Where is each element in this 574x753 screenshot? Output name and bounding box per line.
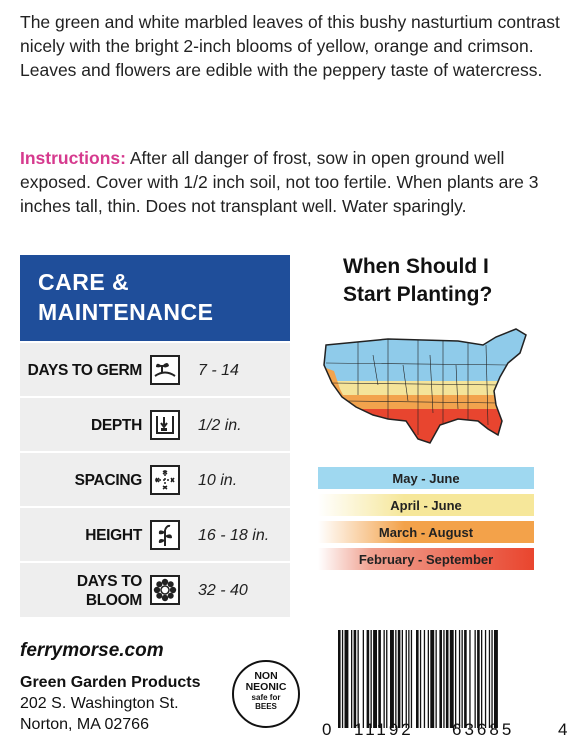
barcode-bar [481,630,482,728]
barcode-bar [351,630,352,728]
depth-icon [150,410,180,440]
care-value: 32 - 40 [198,563,248,618]
barcode-bar [354,630,357,728]
barcode-bar [358,630,359,728]
barcode-digits: 0 11192 63685 4 [322,720,572,742]
instructions-label: Instructions: [20,148,126,168]
barcode-bar [373,630,377,728]
care-value: 10 in. [198,453,237,508]
barcode-bar [424,630,425,728]
barcode-bar [459,630,460,728]
plant-height-icon [150,520,180,550]
barcode-bar [406,630,407,728]
barcode-bar [469,630,470,728]
care-label: DEPTH [91,398,142,453]
zone-february-september: February - September [318,548,534,570]
barcode-bar [491,630,492,728]
care-label: SPACING [75,453,142,508]
care-row-spacing: SPACING 10 in. [20,451,290,506]
care-label: HEIGHT [85,508,142,563]
barcode-bar [386,630,387,728]
street-address: 202 S. Washington St. [20,693,201,714]
barcode-bar [363,630,364,728]
barcode-bar [384,630,385,728]
city-state-zip: Norton, MA 02766 [20,714,201,735]
barcode-bar [398,630,401,728]
care-row-days-to-bloom: DAYS TO BLOOM 32 - 40 [20,561,290,617]
flower-icon [150,575,180,605]
care-value: 16 - 18 in. [198,508,269,563]
badge-line2: NEONIC [234,682,298,693]
barcode-bar [462,630,463,728]
barcode-group2: 63685 [452,720,514,740]
barcode-bar [485,630,486,728]
barcode-group1: 11192 [354,720,414,740]
barcode-bar [395,630,396,728]
barcode-bar [443,630,444,728]
badge-line4: BEES [234,702,298,711]
care-row-height: HEIGHT 16 - 18 in. [20,506,290,561]
instructions: Instructions: After all danger of frost,… [20,146,560,218]
barcode-bar [477,630,480,728]
care-label: DAYS TO GERM [28,343,142,398]
zone-march-august: March - August [318,521,534,543]
planting-title-line1: When Should I [343,253,543,281]
address-block: Green Garden Products 202 S. Washington … [20,672,201,735]
barcode-bar [345,630,349,728]
care-header: CARE & MAINTENANCE [20,255,290,341]
barcode-bar [494,630,498,728]
barcode-bar [416,630,419,728]
care-title-line1: CARE & [38,267,290,297]
barcode-bar [475,630,476,728]
zone-april-june: April - June [318,494,534,516]
barcode-bar [338,630,341,728]
company-name: Green Garden Products [20,672,201,693]
barcode-bar [420,630,421,728]
care-label-line1: DAYS TO [77,572,142,591]
non-neonic-badge: NON NEONIC safe for BEES [232,660,300,728]
barcode-bar [446,630,449,728]
care-value: 7 - 14 [198,343,239,398]
care-row-days-to-germ: DAYS TO GERM 7 - 14 [20,341,290,396]
barcode-bar [428,630,429,728]
barcode-bar [489,630,490,728]
care-row-depth: DEPTH 1/2 in. [20,396,290,451]
zone-may-june: May - June [318,467,534,489]
barcode-bar [342,630,343,728]
care-title-line2: MAINTENANCE [38,297,290,327]
barcode-bar [402,630,403,728]
care-label-line2: BLOOM [77,591,142,610]
seedling-icon [150,355,180,385]
barcode-bar [450,630,454,728]
barcode-bar [367,630,370,728]
barcode-bar [390,630,394,728]
barcode-bar [411,630,412,728]
barcode-bar [378,630,381,728]
spacing-icon [150,465,180,495]
barcode-bar [464,630,467,728]
us-planting-zone-map [318,325,538,460]
care-maintenance-panel: CARE & MAINTENANCE DAYS TO GERM 7 - 14 D… [20,255,290,617]
planting-title: When Should I Start Planting? [343,253,543,309]
badge-line3: safe for [234,693,298,702]
barcode-bar [455,630,456,728]
barcode-bar [436,630,437,728]
website: ferrymorse.com [20,640,164,662]
care-value: 1/2 in. [198,398,242,453]
care-label: DAYS TO BLOOM [77,563,142,618]
barcode-check-digit: 4 [558,720,567,740]
barcode-bar [439,630,442,728]
barcode-bar [371,630,372,728]
barcode [338,630,550,728]
product-description: The green and white marbled leaves of th… [20,10,560,82]
planting-title-line2: Start Planting? [343,281,543,309]
barcode-lead-digit: 0 [322,720,331,740]
barcode-bar [408,630,409,728]
barcode-bar [430,630,434,728]
